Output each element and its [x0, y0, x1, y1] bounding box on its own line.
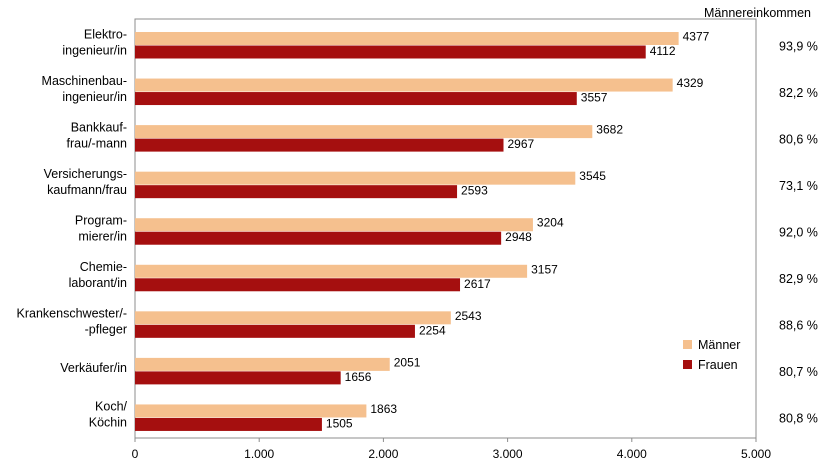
bar-maenner — [135, 125, 593, 139]
ratio-value: 88,6 % — [779, 319, 818, 333]
category-label: Krankenschwester/--pfleger — [17, 307, 127, 337]
bar-frauen — [135, 92, 577, 106]
data-label: 4377 — [683, 30, 710, 44]
bar-maenner — [135, 218, 533, 232]
ratio-value: 80,8 % — [779, 412, 818, 426]
legend-swatch-frauen — [683, 360, 692, 369]
category-label: Elektro-ingenieur/in — [62, 27, 127, 57]
bar-frauen — [135, 417, 322, 431]
ratio-value: 92,0 % — [779, 226, 818, 240]
bar-frauen — [135, 278, 461, 292]
bar-maenner — [135, 311, 451, 325]
data-label: 2254 — [419, 323, 446, 337]
data-label: 1863 — [370, 402, 397, 416]
data-label: 3682 — [596, 123, 623, 137]
data-label: 2593 — [461, 184, 488, 198]
bar-frauen — [135, 185, 458, 199]
bars-group — [135, 32, 679, 431]
data-label: 3545 — [579, 169, 606, 183]
bar-frauen — [135, 324, 415, 338]
x-tick-label: 5.000 — [741, 447, 771, 461]
x-tick-label: 3.000 — [493, 447, 523, 461]
bar-maenner — [135, 264, 528, 278]
data-label: 2617 — [464, 277, 491, 291]
legend-swatch-maenner — [683, 340, 692, 349]
data-label: 3204 — [537, 216, 564, 230]
category-label: Chemie-laborant/in — [69, 260, 127, 290]
data-label: 3557 — [581, 91, 608, 105]
ratio-value: 82,9 % — [779, 272, 818, 286]
data-label: 4329 — [677, 76, 704, 90]
bar-maenner — [135, 404, 367, 418]
data-label: 1505 — [326, 416, 353, 430]
data-label: 2948 — [505, 230, 532, 244]
bar-maenner — [135, 357, 390, 371]
category-label: Verkäufer/in — [60, 361, 127, 375]
data-label: 2967 — [508, 137, 535, 151]
ratio-header: Männereinkommen — [704, 6, 811, 20]
bar-maenner — [135, 78, 673, 92]
ratio-value: 80,6 % — [779, 132, 818, 146]
bar-maenner — [135, 32, 679, 45]
ratio-column: 93,9 % 82,2 % 80,6 % 73,1 % 92,0 % 82,9 % 88,6… — [704, 6, 818, 426]
category-label: Koch/Köchin — [89, 400, 128, 430]
legend-label: Männer — [698, 338, 740, 352]
x-axis: 0 1.000 2.000 3.000 4.000 5.000 — [132, 438, 771, 461]
x-tick-label: 2.000 — [368, 447, 398, 461]
bar-frauen — [135, 138, 504, 152]
category-label: Maschinenbau-ingenieur/in — [42, 74, 128, 104]
bar-frauen — [135, 231, 502, 245]
data-label: 2543 — [455, 309, 482, 323]
legend-label: Frauen — [698, 358, 738, 372]
data-label: 4112 — [650, 44, 676, 58]
ratio-value: 73,1 % — [779, 179, 818, 193]
data-label: 2051 — [394, 355, 421, 369]
x-tick-label: 4.000 — [617, 447, 647, 461]
ratio-value: 80,7 % — [779, 365, 818, 379]
category-label: Bankkauf-frau/-mann — [67, 120, 127, 150]
category-label: Versicherungs-kaufmann/frau — [44, 167, 127, 197]
x-tick-label: 1.000 — [244, 447, 274, 461]
ratio-value: 82,2 % — [779, 86, 818, 100]
data-label: 3157 — [531, 262, 558, 276]
category-label: Program-mierer/in — [75, 214, 127, 244]
legend: Männer Frauen — [683, 338, 740, 372]
bar-maenner — [135, 171, 576, 185]
bar-frauen — [135, 45, 646, 59]
bar-frauen — [135, 371, 341, 385]
x-tick-label: 0 — [132, 447, 139, 461]
ratio-value: 93,9 % — [779, 39, 818, 53]
data-label: 1656 — [345, 370, 372, 384]
